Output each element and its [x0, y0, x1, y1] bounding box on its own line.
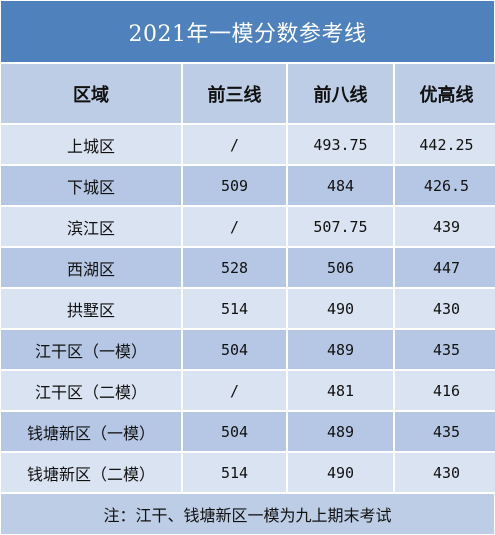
cell-region: 西湖区	[1, 248, 181, 287]
cell-top3: /	[183, 371, 286, 410]
cell-top3: 504	[183, 330, 286, 369]
cell-top3: 514	[183, 289, 286, 328]
cell-top8: 489	[288, 330, 393, 369]
cell-top3: 504	[183, 412, 286, 451]
cell-top3: /	[183, 125, 286, 164]
cell-excellent: 416	[395, 371, 495, 410]
cell-top3: /	[183, 207, 286, 246]
cell-region: 拱墅区	[1, 289, 181, 328]
cell-excellent: 426.5	[395, 166, 495, 205]
cell-top8: 490	[288, 289, 393, 328]
cell-excellent: 430	[395, 453, 495, 492]
table-title: 2021年一模分数参考线	[1, 1, 494, 62]
cell-top8: 506	[288, 248, 393, 287]
cell-top3: 514	[183, 453, 286, 492]
cell-region: 下城区	[1, 166, 181, 205]
cell-region: 滨江区	[1, 207, 181, 246]
cell-region: 江干区（二模）	[1, 371, 181, 410]
cell-top8: 493.75	[288, 125, 393, 164]
table-header-row: 区域 前三线 前八线 优高线	[1, 64, 495, 123]
cell-top8: 490	[288, 453, 393, 492]
cell-top3: 528	[183, 248, 286, 287]
cell-excellent: 430	[395, 289, 495, 328]
cell-region: 钱塘新区（二模）	[1, 453, 181, 492]
cell-top8: 484	[288, 166, 393, 205]
table-note: 注：江干、钱塘新区一模为九上期末考试	[1, 494, 494, 534]
cell-top8: 481	[288, 371, 393, 410]
cell-region: 上城区	[1, 125, 181, 164]
cell-excellent: 439	[395, 207, 495, 246]
cell-top8: 489	[288, 412, 393, 451]
cell-region: 钱塘新区（一模）	[1, 412, 181, 451]
header-excellent-line: 优高线	[395, 64, 495, 123]
header-top8-line: 前八线	[288, 64, 393, 123]
cell-excellent: 435	[395, 412, 495, 451]
cell-region: 江干区（一模）	[1, 330, 181, 369]
cell-top3: 509	[183, 166, 286, 205]
cell-excellent: 442.25	[395, 125, 495, 164]
cell-excellent: 435	[395, 330, 495, 369]
table-body: 上城区 / 493.75 442.25 下城区 509 484 426.5 滨江…	[1, 125, 495, 492]
cell-top8: 507.75	[288, 207, 393, 246]
header-top3-line: 前三线	[183, 64, 286, 123]
cell-excellent: 447	[395, 248, 495, 287]
header-region: 区域	[1, 64, 181, 123]
